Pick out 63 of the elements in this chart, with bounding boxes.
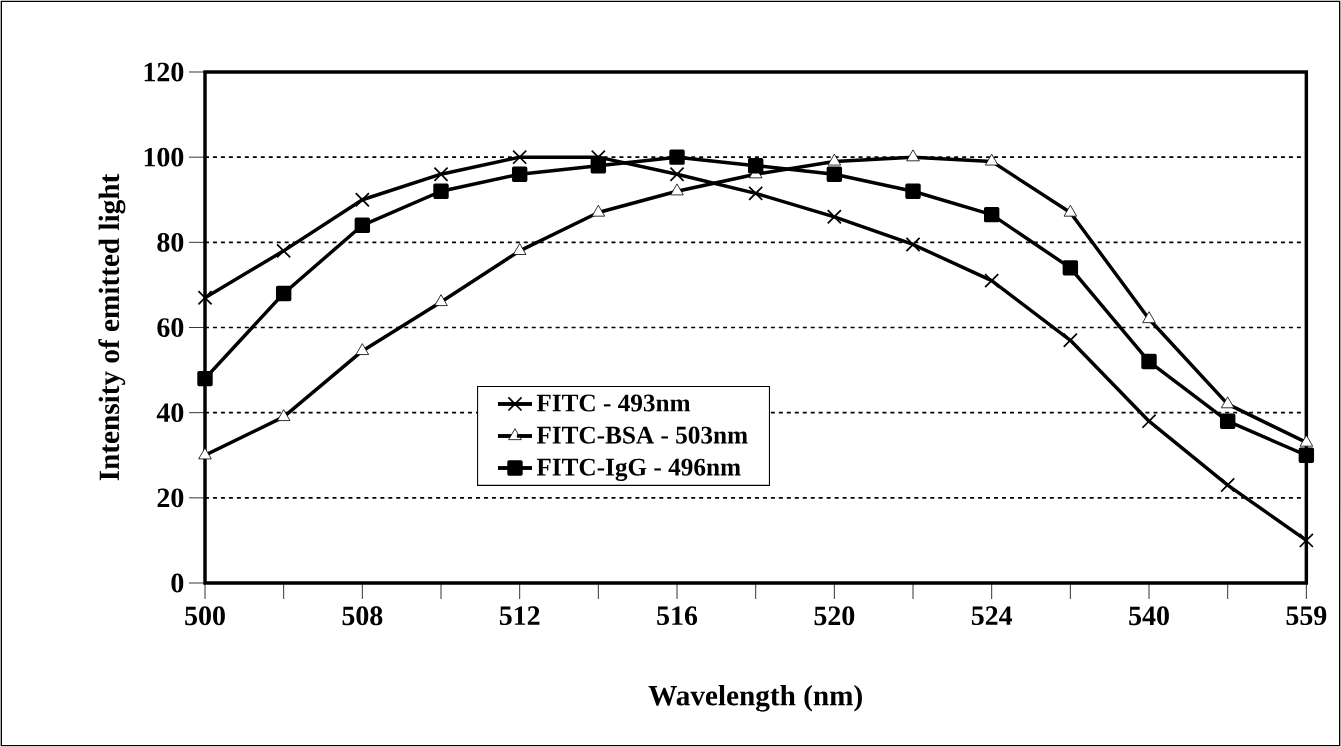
point — [905, 183, 921, 199]
point — [511, 166, 528, 182]
point — [433, 166, 449, 182]
point — [590, 157, 607, 174]
x-tick-label: 512 — [499, 606, 540, 626]
y-tick-label: 100 — [144, 147, 184, 167]
point — [1298, 447, 1315, 463]
point — [276, 243, 292, 259]
point — [983, 206, 1000, 223]
point — [1142, 311, 1156, 324]
y-tick-label: 40 — [156, 403, 184, 423]
point — [1299, 434, 1314, 447]
x-tick-label: 559 — [1286, 606, 1327, 626]
point — [1062, 260, 1079, 276]
legend-label: FITC - 493nm — [536, 394, 691, 412]
point — [354, 192, 370, 208]
point — [276, 409, 291, 421]
x-axis-title: Wavelength (nm) — [648, 684, 862, 712]
point — [1141, 413, 1157, 429]
point — [905, 237, 921, 252]
x-tick-label: 516 — [657, 606, 698, 626]
point — [197, 290, 213, 306]
x-tick-label: 520 — [814, 606, 855, 626]
point — [669, 166, 685, 182]
point — [1220, 477, 1236, 493]
legend-label: FITC-IgG - 496nm — [536, 458, 741, 481]
point — [826, 166, 843, 182]
y-tick-label: 80 — [157, 232, 184, 252]
point — [984, 153, 999, 166]
point — [434, 294, 448, 306]
point — [1220, 396, 1235, 409]
point — [433, 183, 449, 199]
y-tick-label: 60 — [157, 318, 184, 337]
y-tick-label: 120 — [144, 62, 184, 82]
y-axis-title: Intensity of emitted light — [98, 173, 126, 481]
legend-label: FITC-BSA - 503nm — [536, 426, 748, 444]
point — [197, 370, 213, 387]
point — [1141, 353, 1157, 370]
point — [354, 217, 371, 234]
point — [670, 183, 684, 196]
point — [275, 285, 292, 302]
x-tick-label: 500 — [185, 606, 225, 626]
point — [1063, 204, 1078, 217]
y-tick-label: 0 — [171, 573, 184, 593]
point — [512, 243, 527, 255]
point — [748, 185, 764, 201]
x-tick-label: 508 — [342, 606, 383, 626]
point — [984, 273, 1000, 289]
point — [1062, 332, 1078, 348]
point — [1298, 532, 1314, 548]
point — [906, 149, 920, 162]
point — [355, 343, 370, 355]
x-tick-label: 540 — [1129, 606, 1169, 626]
point — [1219, 413, 1236, 429]
point — [669, 149, 685, 165]
point — [591, 204, 606, 217]
point — [198, 447, 212, 460]
point — [827, 153, 842, 166]
point — [826, 209, 842, 225]
point — [512, 149, 528, 165]
point — [747, 157, 764, 174]
x-tick-label: 524 — [971, 606, 1013, 626]
y-tick-label: 20 — [157, 488, 184, 508]
